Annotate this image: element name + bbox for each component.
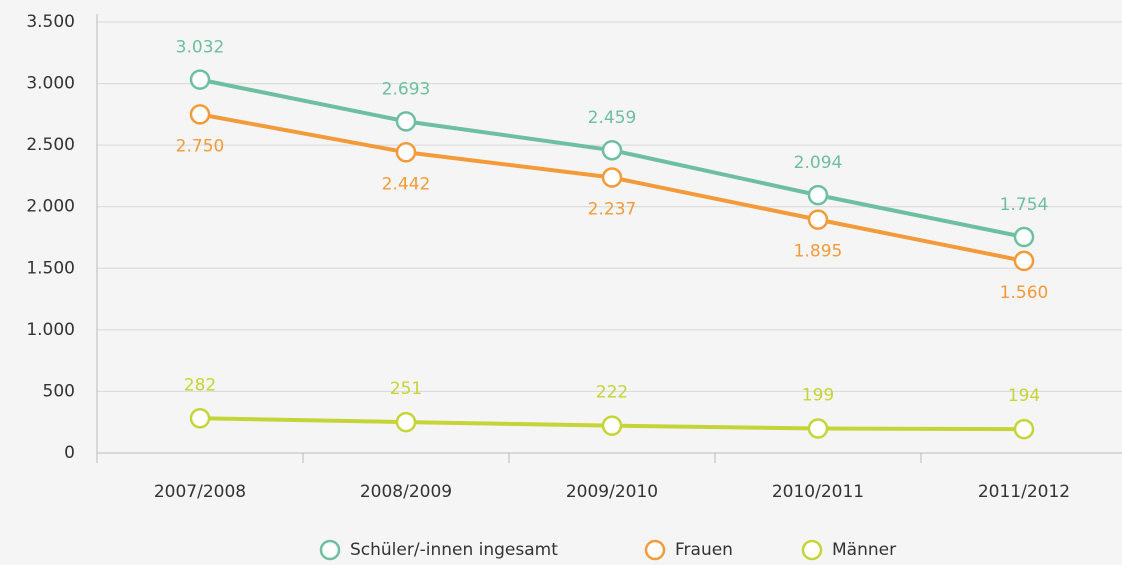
value-label: 199 [802,385,834,405]
y-tick-label: 2.000 [26,197,75,217]
x-tick-label: 2008/2009 [360,482,452,502]
point [395,142,417,163]
value-label: 251 [390,379,422,399]
y-tick-label: 3.000 [26,74,75,94]
y-tick-label: 500 [43,381,75,401]
point [601,139,623,161]
y-tick-label: 3.500 [26,12,75,32]
point [807,184,829,206]
value-label: 1.754 [1000,195,1049,215]
value-label: 2.237 [588,200,637,220]
value-label: 2.459 [588,108,637,128]
value-label: 222 [596,383,628,403]
value-label: 1.895 [794,242,843,262]
value-label: 282 [184,375,216,395]
x-tick-label: 2007/2008 [154,482,246,502]
y-tick-label: 1.000 [26,320,75,340]
point [395,111,417,132]
point [189,69,211,90]
legend-label: Frauen [675,540,733,560]
x-tick-label: 2011/2012 [978,482,1070,502]
point [189,104,211,125]
point [1013,418,1035,440]
value-label: 1.560 [1000,283,1049,303]
legend-marker [319,539,341,561]
y-tick-label: 2.500 [26,135,75,155]
value-label: 3.032 [176,38,225,58]
point [807,209,829,230]
y-tick-label: 0 [64,443,75,463]
legend-label: Schüler/-innen ingesamt [350,540,558,560]
value-label: 194 [1008,386,1040,406]
point [1013,226,1035,248]
point [807,418,829,439]
point [395,411,417,433]
point [189,408,211,429]
legend-marker [644,539,666,561]
value-label: 2.442 [382,174,431,194]
x-tick-label: 2009/2010 [566,482,658,502]
value-label: 2.094 [794,153,843,173]
value-label: 2.693 [382,79,431,99]
legend-marker [801,539,823,561]
value-label: 2.750 [176,136,225,156]
point [601,415,623,436]
legend-label: Männer [832,540,896,560]
point [1013,250,1035,272]
x-tick-label: 2010/2011 [772,482,864,502]
point [601,167,623,188]
y-tick-label: 1.500 [26,258,75,278]
